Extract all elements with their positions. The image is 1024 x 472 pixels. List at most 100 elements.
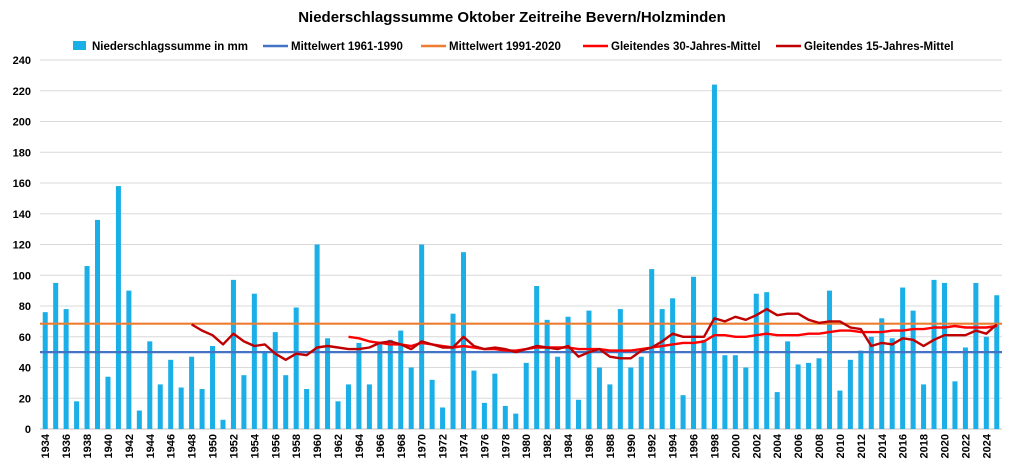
x-tick-label-2010: 2010 [835,434,847,458]
legend-item-3: Gleitendes 30-Jahres-Mittel [583,41,761,53]
x-tick-label-2018: 2018 [919,434,931,458]
bar-2016 [900,287,906,429]
bar-1943 [136,410,142,429]
legend-label-moving-30: Gleitendes 30-Jahres-Mittel [611,41,761,53]
bar-1997 [701,339,707,429]
bar-2009 [826,290,832,429]
bar-1961 [325,338,331,429]
x-tick-label-1976: 1976 [479,434,491,458]
bar-1968 [398,330,404,429]
x-tick-label-1960: 1960 [312,434,324,458]
x-tick-label-1950: 1950 [208,434,220,458]
bar-1960 [314,244,320,429]
bar-1963 [345,384,351,429]
x-tick-label-1944: 1944 [145,433,157,458]
bar-1964 [356,342,362,429]
bar-1978 [502,405,508,429]
x-tick-label-1984: 1984 [563,433,575,458]
bar-2004 [774,392,780,429]
legend-swatch-bars [73,41,86,50]
bar-2013 [868,336,874,429]
bar-1986 [586,310,592,429]
bar-1982 [544,319,550,429]
x-tick-label-1936: 1936 [61,434,73,458]
bar-1989 [617,309,623,429]
x-tick-label-1940: 1940 [103,434,115,458]
bar-1977 [492,373,498,429]
bar-1944 [147,341,153,429]
legend-item-1: Mittelwert 1961-1990 [263,41,403,53]
y-tick-label-180: 180 [13,147,31,159]
bar-2010 [837,390,843,429]
x-tick-label-1990: 1990 [626,434,638,458]
bar-2023 [973,282,979,429]
bar-2024 [983,336,989,429]
x-tick-label-2008: 2008 [814,434,826,458]
x-tick-label-1974: 1974 [458,433,470,458]
y-tick-label-240: 240 [13,55,31,67]
bar-2022 [962,347,968,429]
legend-label-mean-1961-1990: Mittelwert 1961-1990 [291,41,403,53]
x-tick-label-1982: 1982 [542,434,554,458]
x-tick-label-2004: 2004 [772,433,784,458]
bar-1993 [659,309,665,429]
bar-1970 [419,244,425,429]
y-tick-label-20: 20 [19,393,31,405]
bar-1979 [513,413,519,429]
bar-1940 [105,376,111,429]
bar-2005 [785,341,791,429]
y-tick-label-220: 220 [13,86,31,98]
y-tick-label-60: 60 [19,332,31,344]
x-tick-label-1942: 1942 [124,434,136,458]
x-tick-label-2002: 2002 [751,434,763,458]
bar-1951 [220,419,226,429]
moving-average-lines [190,307,998,361]
bar-1988 [607,384,613,429]
bar-2015 [889,338,895,429]
x-tick-label-1938: 1938 [82,434,94,458]
y-tick-label-140: 140 [13,209,31,221]
bar-2003 [764,292,770,429]
bar-1990 [628,367,634,429]
bar-1971 [429,379,435,429]
x-tick-label-2020: 2020 [939,434,951,458]
x-tick-label-2022: 2022 [960,434,972,458]
bar-2011 [847,359,853,429]
bar-2006 [795,364,801,429]
legend-item-0: Niederschlagssumme in mm [73,41,248,53]
bar-1972 [440,407,446,429]
bar-1952 [230,279,236,429]
x-tick-label-1986: 1986 [584,434,596,458]
bar-2012 [858,350,864,429]
x-tick-label-1966: 1966 [375,434,387,458]
x-tick-label-1992: 1992 [647,434,659,458]
legend-item-4: Gleitendes 15-Jahres-Mittel [776,41,954,53]
bar-1974 [460,252,466,429]
bar-2021 [952,381,958,429]
bar-1967 [387,339,393,429]
moving-average-line-0 [348,324,997,352]
legend-item-2: Mittelwert 1991-2020 [421,41,561,53]
bar-1999 [722,355,728,429]
bar-1941 [115,186,121,429]
bar-1953 [241,375,247,429]
bar-1958 [293,307,299,429]
bar-1959 [304,389,310,429]
x-tick-label-1994: 1994 [668,433,680,458]
y-tick-label-40: 40 [19,363,31,375]
bar-2007 [806,362,812,429]
x-tick-label-1964: 1964 [354,433,366,458]
bar-1994 [670,298,676,429]
bar-1936 [63,309,69,429]
x-tick-label-2016: 2016 [898,434,910,458]
x-tick-label-1956: 1956 [270,434,282,458]
bar-1983 [555,356,561,429]
bar-1984 [565,316,571,429]
bar-1935 [53,282,59,429]
bar-1985 [576,399,582,429]
x-tick-label-1988: 1988 [605,434,617,458]
x-axis: 1934 1936 1938 1940 1942 1944 1946 1948 1950 1952… [40,433,993,458]
x-tick-label-1980: 1980 [521,434,533,458]
y-axis: 0 20 40 60 80 100 120 140 160 180 200 220 240 [13,55,31,436]
x-tick-label-1972: 1972 [438,434,450,458]
